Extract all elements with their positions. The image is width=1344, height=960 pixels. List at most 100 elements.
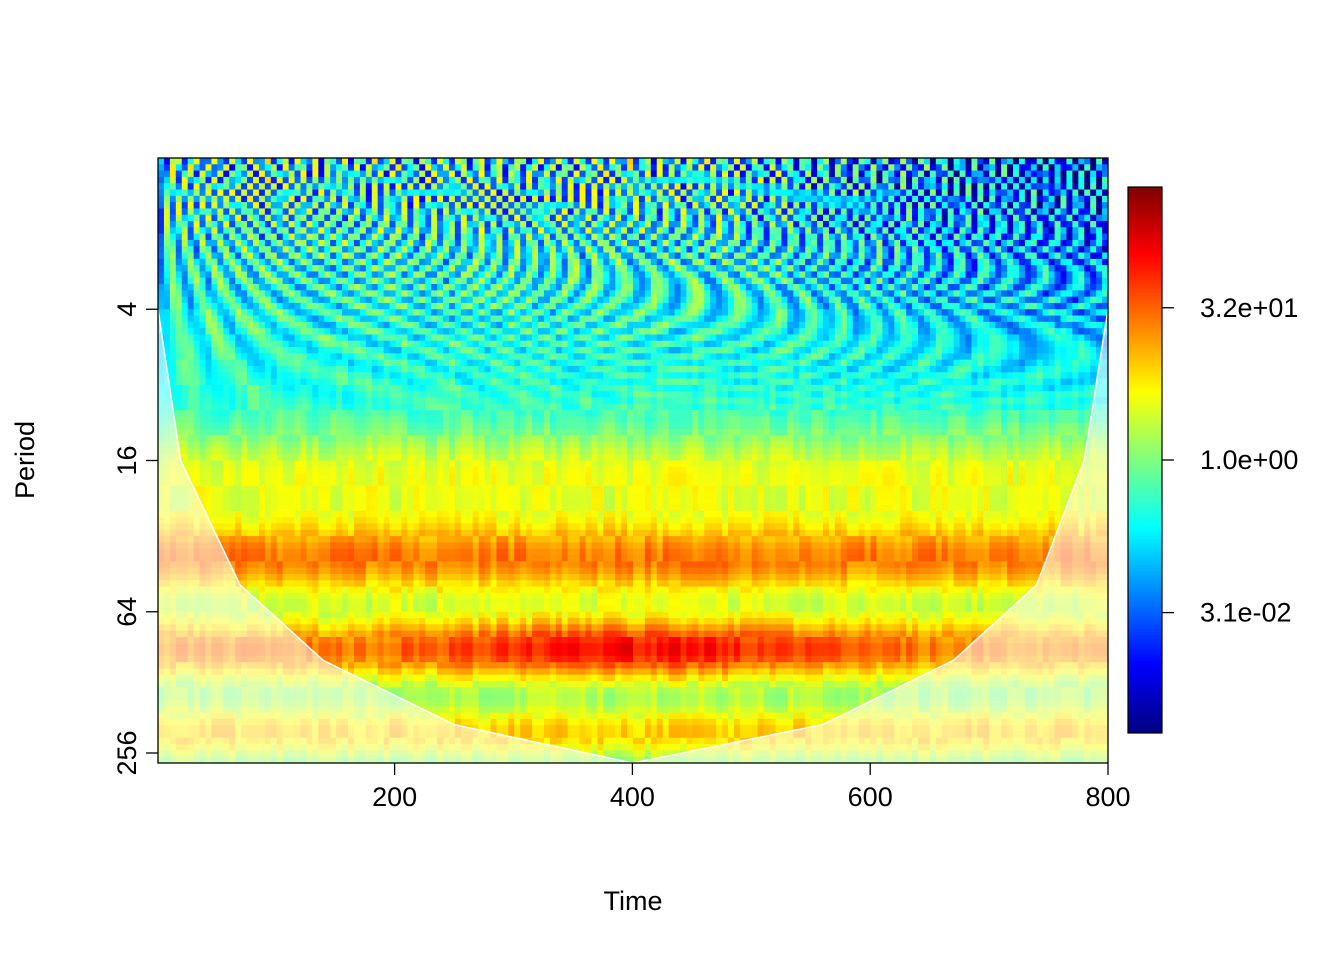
heatmap-cell [353, 183, 361, 191]
heatmap-cell [668, 302, 676, 310]
heatmap-cell [704, 290, 711, 298]
heatmap-cell [959, 170, 967, 178]
heatmap-cell [989, 321, 996, 329]
heatmap-cell [870, 158, 878, 165]
heatmap-cell [965, 265, 973, 273]
heatmap-cell [520, 296, 527, 304]
heatmap-cell [549, 252, 557, 260]
heatmap-cell [781, 258, 789, 266]
heatmap-cell [733, 176, 741, 184]
heatmap-cell [175, 183, 183, 191]
heatmap-cell [1030, 328, 1038, 336]
heatmap-cell [674, 277, 682, 285]
heatmap-cell [728, 302, 735, 310]
heatmap-cell [377, 290, 385, 298]
heatmap-cell [989, 309, 996, 317]
heatmap-cell [638, 164, 646, 172]
heatmap-cell [1054, 334, 1062, 342]
heatmap-cell [502, 258, 510, 266]
heatmap-cell [264, 233, 272, 241]
heatmap-cell [169, 227, 177, 235]
heatmap-cell [526, 164, 533, 172]
heatmap-cell [567, 321, 575, 329]
heatmap-cell [199, 221, 207, 229]
heatmap-cell [443, 239, 450, 247]
heatmap-cell [502, 340, 510, 348]
heatmap-cell [906, 183, 913, 191]
heatmap-cell [757, 296, 765, 304]
heatmap-cell [977, 221, 985, 229]
heatmap-cell [579, 284, 587, 292]
heatmap-cell [989, 265, 996, 273]
heatmap-cell [686, 321, 694, 329]
heatmap-cell [508, 321, 515, 329]
heatmap-cell [858, 290, 866, 298]
heatmap-cell [941, 328, 949, 336]
heatmap-cell [496, 340, 504, 348]
heatmap-cell [472, 233, 480, 241]
heatmap-cell [745, 277, 753, 285]
heatmap-cell [169, 258, 177, 266]
heatmap-cell [781, 214, 789, 222]
heatmap-cell [359, 265, 367, 273]
heatmap-cell [870, 227, 878, 235]
heatmap-cell [888, 246, 895, 254]
heatmap-cell [466, 309, 474, 317]
heatmap-cell [413, 164, 420, 172]
heatmap-cell [336, 347, 343, 355]
heatmap-cell [336, 340, 343, 348]
heatmap-cell [555, 290, 563, 298]
heatmap-cell [484, 170, 492, 178]
heatmap-cell [377, 208, 385, 216]
heatmap-cell [603, 202, 610, 210]
heatmap-cell [947, 334, 955, 342]
heatmap-cell [312, 158, 320, 165]
heatmap-cell [941, 183, 949, 191]
heatmap-cell [490, 290, 498, 298]
heatmap-cell [1036, 271, 1044, 279]
heatmap-cell [751, 321, 759, 329]
heatmap-cell [615, 221, 622, 229]
heatmap-cell [751, 277, 759, 285]
heatmap-cell [995, 170, 1002, 178]
heatmap-cell [977, 214, 985, 222]
heatmap-cell [733, 158, 741, 165]
heatmap-cell [1001, 183, 1008, 191]
heatmap-cell [716, 170, 723, 178]
heatmap-cell [680, 340, 688, 348]
heatmap-cell [573, 277, 581, 285]
heatmap-cell [294, 189, 302, 197]
heatmap-cell [348, 221, 355, 229]
heatmap-cell [496, 233, 504, 241]
heatmap-cell [882, 227, 890, 235]
heatmap-cell [300, 176, 308, 184]
heatmap-cell [1054, 164, 1062, 172]
heatmap-cell [668, 271, 676, 279]
heatmap-cell [787, 195, 795, 203]
heatmap-cell [894, 321, 901, 329]
heatmap-cell [163, 328, 171, 336]
heatmap-cell [425, 296, 432, 304]
heatmap-cell [359, 284, 367, 292]
heatmap-cell [425, 290, 432, 298]
heatmap-cell [288, 302, 296, 310]
heatmap-cell [484, 328, 492, 336]
heatmap-cell [929, 265, 937, 273]
heatmap-cell [918, 158, 925, 165]
heatmap-cell [745, 183, 753, 191]
heatmap-cell [935, 309, 943, 317]
heatmap-cell [1018, 221, 1026, 229]
heatmap-cell [1013, 296, 1020, 304]
heatmap-cell [336, 195, 343, 203]
heatmap-cell [900, 246, 907, 254]
heatmap-cell [407, 239, 415, 247]
heatmap-cell [330, 258, 337, 266]
heatmap-cell [1018, 347, 1026, 355]
heatmap-cell [692, 296, 700, 304]
heatmap-cell [532, 183, 539, 191]
heatmap-cell [846, 340, 854, 348]
heatmap-cell [466, 328, 474, 336]
heatmap-cell [579, 158, 587, 165]
heatmap-cell [448, 328, 456, 336]
heatmap-cell [757, 208, 765, 216]
